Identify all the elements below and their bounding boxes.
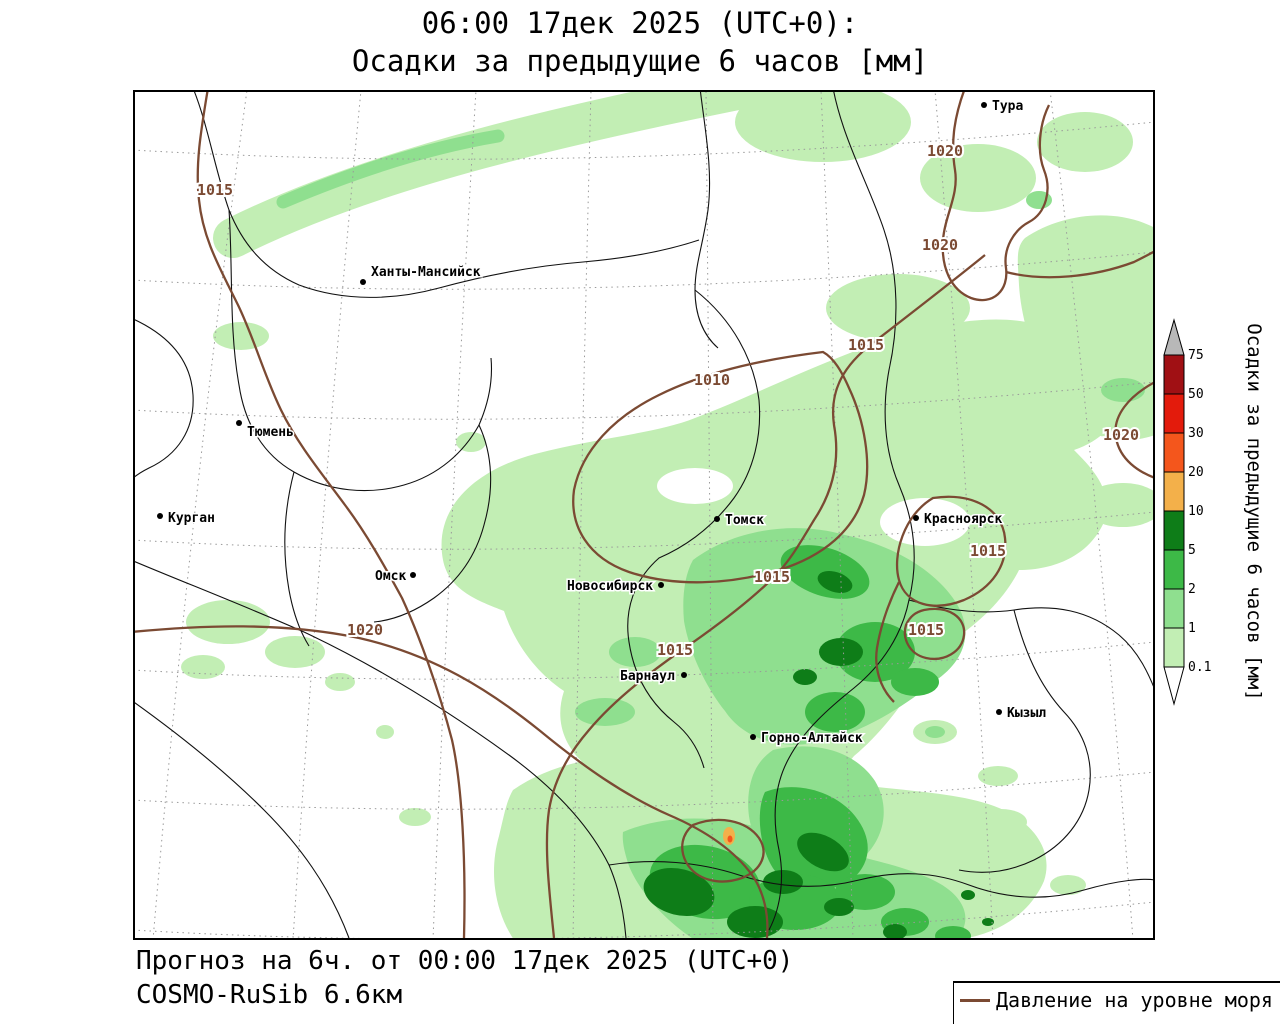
colorbar-segment bbox=[1163, 627, 1185, 668]
city-label: Тюмень bbox=[247, 425, 294, 440]
pressure-line-sample bbox=[960, 999, 990, 1002]
colorbar-tick: 30 bbox=[1188, 426, 1204, 441]
colorbar-segment bbox=[1163, 471, 1185, 512]
colorbar-segment bbox=[1163, 549, 1185, 590]
city-marker bbox=[981, 102, 987, 108]
city-marker bbox=[681, 672, 687, 678]
city-marker bbox=[714, 516, 720, 522]
model-caption: COSMO-RuSib 6.6км bbox=[136, 980, 403, 1010]
city-label: Томск bbox=[725, 513, 764, 528]
colorbar-tick: 1 bbox=[1188, 621, 1196, 636]
title-line-2: Осадки за предыдущие 6 часов [мм] bbox=[351, 44, 929, 78]
colorbar-title: Осадки за предыдущие 6 часов [мм] bbox=[1243, 323, 1265, 701]
city-label: Курган bbox=[168, 511, 215, 526]
colorbar-segment bbox=[1163, 510, 1185, 551]
isobar-labels: 1015 1020 1020 1015 1010 1020 1015 1015 … bbox=[195, 140, 1141, 661]
precipitation-map: 1015 1020 1020 1015 1010 1020 1015 1015 … bbox=[133, 90, 1155, 940]
isobar-label: 1010 bbox=[694, 371, 730, 389]
admin-borders bbox=[133, 90, 1155, 939]
isobar-label: 1015 bbox=[908, 621, 944, 639]
isobar-label: 1020 bbox=[347, 621, 383, 639]
colorbar-tick: 5 bbox=[1188, 543, 1196, 558]
isobar-label: 1015 bbox=[848, 336, 884, 354]
map-frame bbox=[133, 90, 1155, 940]
isobar-label: 1015 bbox=[657, 641, 693, 659]
colorbar-top-triangle bbox=[1163, 318, 1185, 356]
isobar-label: 1020 bbox=[1103, 426, 1139, 444]
colorbar-tick: 2 bbox=[1188, 582, 1196, 597]
city-marker bbox=[360, 279, 366, 285]
colorbar-tick: 10 bbox=[1188, 504, 1204, 519]
map-title: 06:00 17дек 2025 (UTC+0): Осадки за пред… bbox=[0, 4, 1280, 80]
cities-layer: Тура Ханты-Мансийск Тюмень Курган Омск Т… bbox=[157, 98, 1048, 748]
city-marker bbox=[157, 513, 163, 519]
city-marker bbox=[410, 572, 416, 578]
city-marker bbox=[658, 582, 664, 588]
colorbar-tick: 0.1 bbox=[1188, 660, 1211, 675]
city-label: Кызыл bbox=[1007, 706, 1046, 721]
colorbar-segment bbox=[1163, 432, 1185, 473]
title-line-1: 06:00 17дек 2025 (UTC+0): bbox=[421, 6, 859, 40]
pressure-legend-box bbox=[953, 981, 1280, 1024]
city-label: Красноярск bbox=[924, 512, 1002, 527]
colorbar-segment bbox=[1163, 588, 1185, 629]
colorbar-tick: 20 bbox=[1188, 465, 1204, 480]
isobar-label: 1015 bbox=[970, 542, 1006, 560]
precipitation-colorbar: 75 50 30 20 10 5 2 1 0.1 Осадки за преды… bbox=[1163, 318, 1265, 706]
isobar-label: 1015 bbox=[197, 181, 233, 199]
colorbar-bottom-triangle bbox=[1163, 666, 1185, 706]
city-marker bbox=[996, 709, 1002, 715]
forecast-caption: Прогноз на 6ч. от 00:00 17дек 2025 (UTC+… bbox=[136, 946, 794, 976]
pressure-legend-label: Давление на уровне моря bbox=[996, 988, 1273, 1012]
colorbar-segment bbox=[1163, 354, 1185, 395]
city-label: Тура bbox=[992, 99, 1023, 114]
precipitation-layer bbox=[181, 90, 1155, 940]
isobar-label: 1015 bbox=[754, 568, 790, 586]
city-marker bbox=[750, 734, 756, 740]
city-label: Омск bbox=[375, 569, 406, 584]
isobar-label: 1020 bbox=[927, 142, 963, 160]
city-marker bbox=[913, 515, 919, 521]
city-label: Барнаул bbox=[620, 669, 675, 684]
city-marker bbox=[236, 420, 242, 426]
isobars-layer bbox=[133, 90, 1155, 939]
isobar-label: 1020 bbox=[922, 236, 958, 254]
colorbar-tick: 50 bbox=[1188, 387, 1204, 402]
city-label: Ханты-Мансийск bbox=[371, 265, 481, 280]
colorbar-tick: 75 bbox=[1188, 348, 1204, 363]
city-label: Новосибирск bbox=[567, 579, 653, 594]
city-label: Горно-Алтайск bbox=[761, 731, 863, 746]
colorbar-segment bbox=[1163, 393, 1185, 434]
